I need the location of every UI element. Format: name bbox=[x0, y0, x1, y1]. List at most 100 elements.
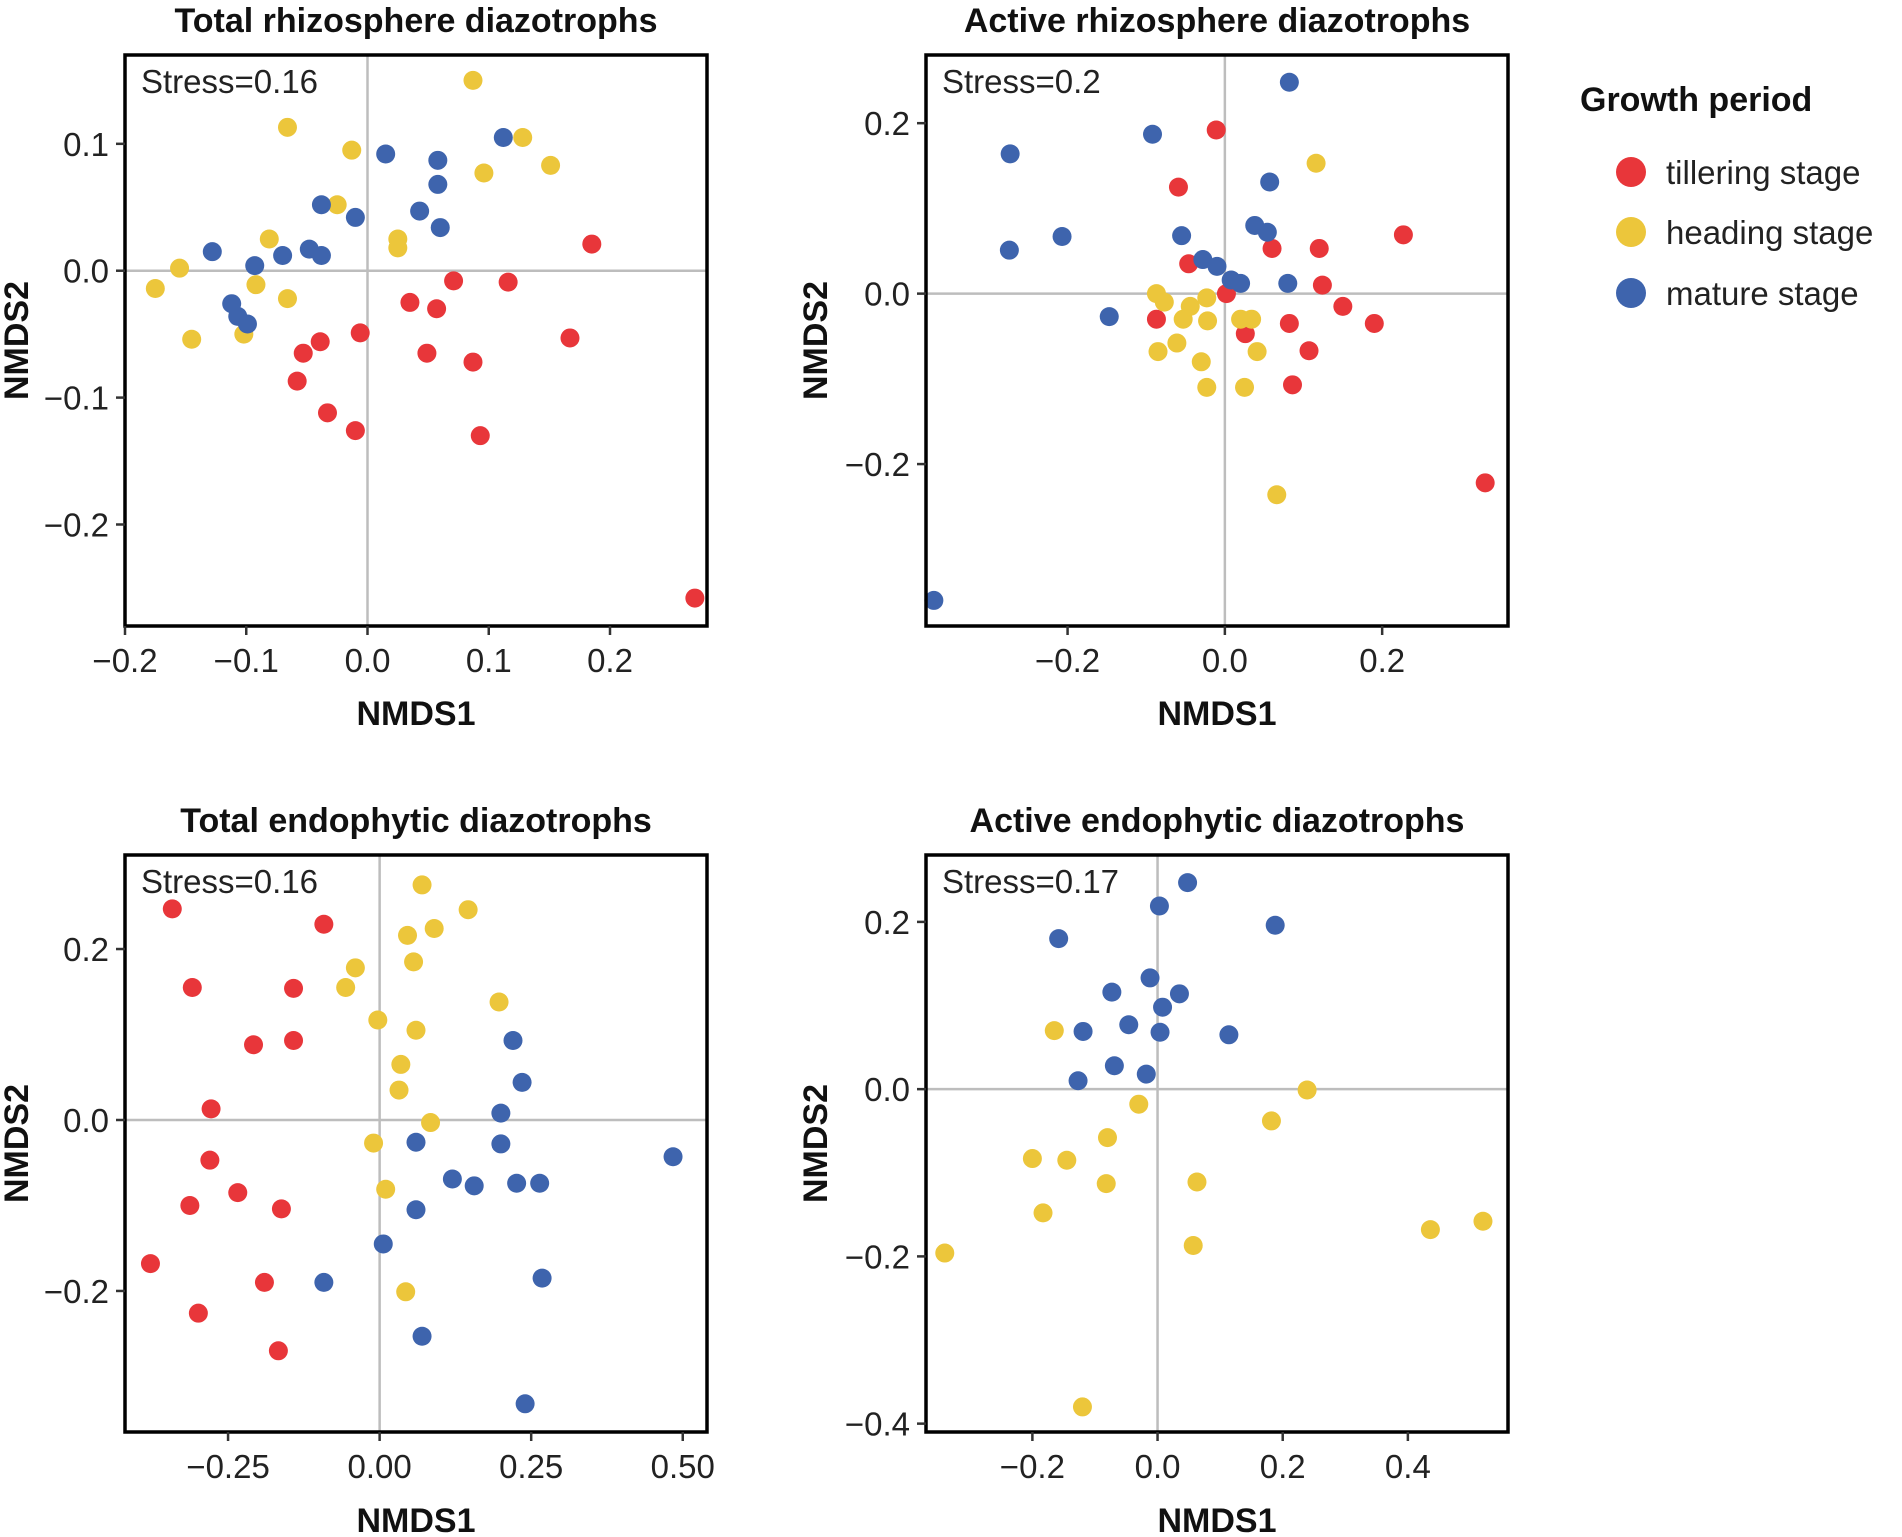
point-tillering bbox=[417, 343, 437, 363]
point-tillering bbox=[1333, 296, 1353, 316]
point-mature bbox=[442, 1169, 462, 1189]
point-mature bbox=[1140, 968, 1160, 988]
point-mature bbox=[1278, 273, 1298, 293]
point-mature bbox=[1150, 1022, 1170, 1042]
point-heading bbox=[1044, 1021, 1064, 1041]
point-heading bbox=[1297, 1080, 1317, 1100]
x-tick-label: 0.1 bbox=[466, 642, 512, 679]
point-mature bbox=[924, 590, 944, 610]
point-mature bbox=[406, 1132, 426, 1152]
y-tick-label: −0.2 bbox=[44, 1273, 109, 1310]
point-heading bbox=[474, 163, 494, 183]
point-tillering bbox=[1206, 120, 1226, 140]
point-tillering bbox=[1279, 313, 1299, 333]
point-tillering bbox=[287, 371, 307, 391]
point-heading bbox=[396, 1282, 416, 1302]
point-heading bbox=[1129, 1094, 1149, 1114]
point-mature bbox=[245, 256, 265, 276]
point-heading bbox=[1096, 1174, 1116, 1194]
point-mature bbox=[491, 1103, 511, 1123]
point-heading bbox=[1235, 377, 1255, 397]
point-tillering bbox=[200, 1150, 220, 1170]
point-tillering bbox=[1283, 375, 1303, 395]
point-tillering bbox=[1235, 324, 1255, 344]
point-tillering bbox=[345, 421, 365, 441]
panel-title: Total endophytic diazotrophs bbox=[180, 802, 652, 840]
point-mature bbox=[1219, 1025, 1239, 1045]
y-tick-label: −0.4 bbox=[845, 1406, 910, 1443]
point-tillering bbox=[228, 1183, 248, 1203]
point-mature bbox=[999, 240, 1019, 260]
point-mature bbox=[1119, 1015, 1139, 1035]
point-mature bbox=[314, 1272, 334, 1292]
panel-title: Total rhizosphere diazotrophs bbox=[175, 2, 658, 40]
point-tillering bbox=[182, 977, 202, 997]
point-tillering bbox=[685, 588, 705, 608]
point-tillering bbox=[201, 1099, 221, 1119]
point-tillering bbox=[314, 914, 334, 934]
point-tillering bbox=[470, 426, 490, 446]
legend-swatch-tillering bbox=[1616, 157, 1646, 187]
point-mature bbox=[376, 144, 396, 164]
point-mature bbox=[1178, 873, 1198, 893]
point-heading bbox=[421, 1113, 441, 1133]
point-mature bbox=[1052, 227, 1072, 247]
point-heading bbox=[182, 329, 202, 349]
point-tillering bbox=[162, 899, 182, 919]
x-tick-label: −0.2 bbox=[1035, 642, 1100, 679]
x-tick-label: 0.2 bbox=[587, 642, 633, 679]
stress-label: Stress=0.16 bbox=[141, 63, 318, 100]
point-heading bbox=[1473, 1211, 1493, 1231]
point-mature bbox=[491, 1134, 511, 1154]
x-axis-title: NMDS1 bbox=[1157, 695, 1276, 733]
point-mature bbox=[1068, 1071, 1088, 1091]
point-heading bbox=[368, 1010, 388, 1030]
point-mature bbox=[428, 150, 448, 170]
x-axis-title: NMDS1 bbox=[356, 1502, 475, 1537]
plot-frame bbox=[924, 53, 1510, 628]
legend-label-heading: heading stage bbox=[1666, 214, 1873, 251]
point-heading bbox=[246, 275, 266, 295]
point-mature bbox=[532, 1268, 552, 1288]
point-tillering bbox=[271, 1199, 291, 1219]
point-mature bbox=[512, 1072, 532, 1092]
point-heading bbox=[342, 140, 362, 160]
point-heading bbox=[541, 155, 561, 175]
point-heading bbox=[424, 919, 444, 939]
x-axis-title: NMDS1 bbox=[1157, 1502, 1276, 1537]
point-heading bbox=[1191, 352, 1211, 372]
point-heading bbox=[1148, 342, 1168, 362]
y-tick-label: 0.0 bbox=[63, 1102, 109, 1139]
point-tillering bbox=[268, 1341, 288, 1361]
point-mature bbox=[493, 127, 513, 147]
y-tick-label: 0.0 bbox=[864, 1071, 910, 1108]
point-mature bbox=[1000, 144, 1020, 164]
point-heading bbox=[1097, 1128, 1117, 1148]
point-mature bbox=[1143, 124, 1163, 144]
point-heading bbox=[1197, 288, 1217, 308]
y-tick-label: 0.2 bbox=[864, 904, 910, 941]
point-mature bbox=[373, 1234, 393, 1254]
point-mature bbox=[202, 242, 222, 262]
point-tillering bbox=[244, 1035, 264, 1055]
panel-title: Active rhizosphere diazotrophs bbox=[964, 2, 1470, 40]
panel-title: Active endophytic diazotrophs bbox=[970, 802, 1465, 840]
point-mature bbox=[1149, 896, 1169, 916]
point-heading bbox=[389, 1080, 409, 1100]
point-mature bbox=[1153, 997, 1173, 1017]
point-tillering bbox=[498, 272, 518, 292]
x-tick-label: 0.00 bbox=[348, 1448, 412, 1485]
point-heading bbox=[463, 70, 483, 90]
y-tick-label: 0.2 bbox=[864, 105, 910, 142]
point-mature bbox=[237, 314, 257, 334]
y-axis-title: NMDS2 bbox=[797, 1084, 835, 1203]
point-heading bbox=[1180, 296, 1200, 316]
point-tillering bbox=[1146, 309, 1166, 329]
point-tillering bbox=[1299, 341, 1319, 361]
point-heading bbox=[336, 977, 356, 997]
x-tick-label: 0.0 bbox=[345, 642, 391, 679]
x-axis-title: NMDS1 bbox=[356, 695, 475, 733]
point-tillering bbox=[1168, 177, 1188, 197]
point-tillering bbox=[254, 1272, 274, 1292]
